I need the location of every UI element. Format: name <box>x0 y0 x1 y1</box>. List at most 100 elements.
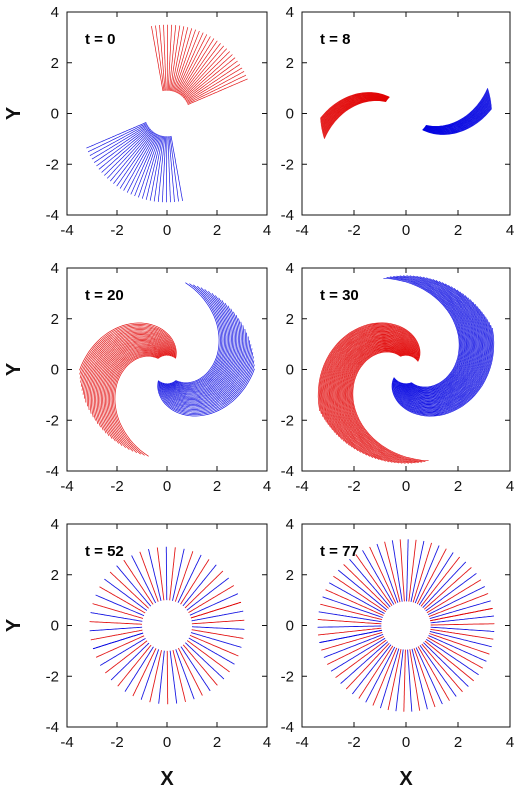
y-tick-label: -2 <box>281 412 294 429</box>
x-tick-label: -4 <box>295 734 308 751</box>
blue-curve-40 <box>383 277 460 388</box>
red-curve-25 <box>189 634 239 657</box>
red-curve-6 <box>169 547 176 601</box>
time-label: t = 0 <box>85 31 115 48</box>
blue-curve-8 <box>162 340 251 408</box>
red-curve-26 <box>403 649 406 712</box>
blue-curve-13 <box>423 642 469 687</box>
blue-curve-25 <box>95 594 145 617</box>
red-curve-8 <box>324 328 417 431</box>
red-curve-11 <box>321 95 388 128</box>
blue-curve-7 <box>98 127 150 170</box>
blue-curve-23 <box>153 136 165 202</box>
y-tick-label: 4 <box>286 4 294 21</box>
red-curve-24 <box>323 100 386 140</box>
blue-curve-20 <box>169 300 234 394</box>
blue-curve-22 <box>131 555 157 604</box>
red-curve-21 <box>335 338 411 456</box>
red-curve-25 <box>107 351 162 450</box>
red-curve-22 <box>177 647 203 696</box>
blue-curve-11 <box>163 328 246 404</box>
red-curve-13 <box>328 332 414 442</box>
blue-curve-11 <box>188 637 235 665</box>
panel-4: -4 -2 0 2 4 -4 -2 0 2 4 t = 30 <box>281 260 515 495</box>
red-curve-23 <box>169 25 181 91</box>
red-curve-18 <box>318 627 382 636</box>
red-curve-8 <box>83 331 172 399</box>
blue-curve-30 <box>349 558 391 608</box>
red-curve-27 <box>191 619 245 625</box>
blue-curve-5 <box>351 644 392 695</box>
red-curve-9 <box>85 332 172 403</box>
blue-curve-25 <box>161 136 167 203</box>
blue-curve-26 <box>173 287 225 387</box>
red-curve-14 <box>329 332 414 444</box>
red-curve-3 <box>319 324 420 417</box>
time-label: t = 20 <box>85 287 124 304</box>
blue-curve-17 <box>399 289 480 404</box>
red-curve-5 <box>185 64 241 102</box>
red-curve-21 <box>102 346 164 442</box>
x-tick-label: 4 <box>506 734 514 751</box>
y-tick-label: 0 <box>286 106 294 123</box>
red-curve-21 <box>335 639 387 678</box>
blue-curve-16 <box>399 291 481 405</box>
red-curve-35 <box>430 623 495 626</box>
blue-curve-39 <box>386 277 461 389</box>
red-curve-20 <box>100 345 165 439</box>
blue-curve-11 <box>397 301 486 409</box>
red-curve-20 <box>334 337 411 455</box>
red-curve-13 <box>89 621 143 625</box>
x-tick-label: 0 <box>163 734 171 751</box>
blue-curve-11 <box>424 99 491 132</box>
red-curve-19 <box>174 29 196 93</box>
red-curve-27 <box>110 353 161 454</box>
red-curve-20 <box>326 635 385 665</box>
blue-curve-17 <box>430 626 495 632</box>
blue-curve-7 <box>379 648 400 709</box>
blue-curve-10 <box>106 129 152 179</box>
blue-curve-3 <box>392 322 493 415</box>
blue-curve-4 <box>91 124 148 160</box>
red-curve-9 <box>182 51 230 98</box>
x-tick-label: -4 <box>60 222 73 239</box>
blue-curve-6 <box>365 646 396 703</box>
red-curve-27 <box>341 342 408 462</box>
red-curve-12 <box>92 603 144 619</box>
red-curve-38 <box>350 350 423 463</box>
blue-curve-10 <box>396 303 487 410</box>
blue-curve-12 <box>113 131 154 184</box>
blue-curve-8 <box>175 649 195 700</box>
x-tick-label: 2 <box>213 478 221 495</box>
red-curve-17 <box>117 644 152 687</box>
blue-curve-17 <box>130 134 159 195</box>
blue-curve-16 <box>126 133 158 193</box>
blue-curve-16 <box>424 94 491 130</box>
blue-curve-12 <box>419 645 457 697</box>
y-tick-label: 0 <box>51 106 59 123</box>
red-curve-30 <box>343 344 406 464</box>
blue-curve-24 <box>157 136 166 202</box>
blue-curve-14 <box>165 318 242 400</box>
blue-curve-2 <box>87 123 147 153</box>
red-curve-14 <box>333 575 386 613</box>
x-tick-label: -2 <box>110 478 123 495</box>
red-curve-3 <box>426 579 482 614</box>
blue-curve-27 <box>89 626 143 632</box>
red-curve-3 <box>184 570 224 609</box>
red-curve-20 <box>173 28 193 92</box>
red-curve-32 <box>427 637 484 669</box>
red-curve-17 <box>332 335 413 450</box>
red-curve-29 <box>417 646 450 701</box>
red-curve-18 <box>333 336 412 452</box>
y-tick-label: -2 <box>46 668 59 685</box>
red-curve-11 <box>88 335 171 411</box>
red-curve-16 <box>95 341 167 428</box>
blue-curve-30 <box>175 282 220 384</box>
red-curve-14 <box>178 38 215 95</box>
blue-curve-2 <box>323 633 384 658</box>
blue-curve-32 <box>407 275 467 393</box>
blue-curve-18 <box>134 134 160 197</box>
blue-curve-23 <box>425 88 489 128</box>
red-curve-15 <box>177 36 211 94</box>
